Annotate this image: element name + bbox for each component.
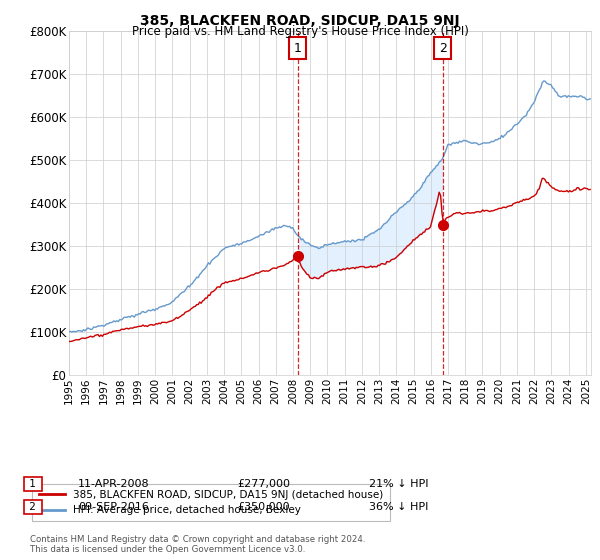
Text: 2: 2 xyxy=(26,502,40,512)
Text: £277,000: £277,000 xyxy=(237,479,290,489)
Text: Contains HM Land Registry data © Crown copyright and database right 2024.
This d: Contains HM Land Registry data © Crown c… xyxy=(30,535,365,554)
Text: 36% ↓ HPI: 36% ↓ HPI xyxy=(369,502,428,512)
Text: £350,000: £350,000 xyxy=(237,502,290,512)
Legend: 385, BLACKFEN ROAD, SIDCUP, DA15 9NJ (detached house), HPI: Average price, detac: 385, BLACKFEN ROAD, SIDCUP, DA15 9NJ (de… xyxy=(32,484,389,521)
Text: 21% ↓ HPI: 21% ↓ HPI xyxy=(369,479,428,489)
Text: 385, BLACKFEN ROAD, SIDCUP, DA15 9NJ: 385, BLACKFEN ROAD, SIDCUP, DA15 9NJ xyxy=(140,14,460,28)
Text: Price paid vs. HM Land Registry's House Price Index (HPI): Price paid vs. HM Land Registry's House … xyxy=(131,25,469,38)
Text: 09-SEP-2016: 09-SEP-2016 xyxy=(78,502,149,512)
Text: 1: 1 xyxy=(294,41,302,54)
Text: 11-APR-2008: 11-APR-2008 xyxy=(78,479,149,489)
Text: 2: 2 xyxy=(439,41,446,54)
Text: 1: 1 xyxy=(26,479,40,489)
